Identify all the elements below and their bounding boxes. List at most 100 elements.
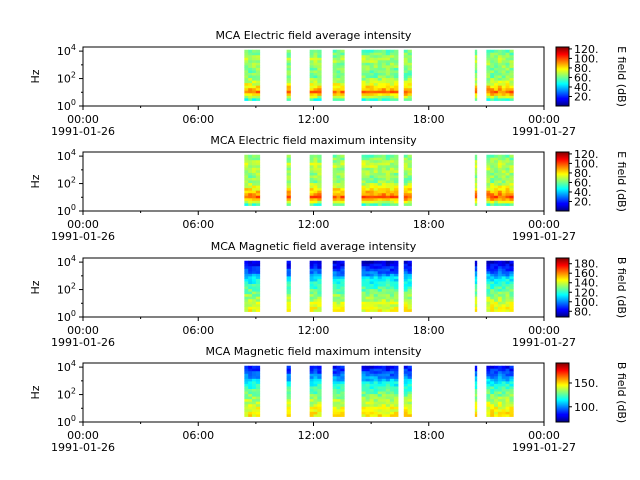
spectrogram-cell bbox=[407, 383, 412, 387]
spectrogram-cell bbox=[497, 175, 503, 178]
spectrogram-cell bbox=[389, 275, 395, 279]
spectrogram-cell bbox=[486, 401, 491, 405]
spectrogram-cell bbox=[255, 57, 261, 61]
spectrogram-cell bbox=[474, 192, 478, 196]
spectrogram-cell bbox=[255, 365, 261, 369]
spectrogram-cell bbox=[497, 87, 503, 91]
spectrogram-cell bbox=[497, 67, 503, 71]
spectrogram-cell bbox=[509, 273, 514, 277]
spectrogram-cell bbox=[377, 62, 383, 66]
spectrogram-cell bbox=[317, 275, 322, 279]
spectrogram-cell bbox=[317, 57, 322, 61]
spectrogram-cell bbox=[365, 70, 371, 73]
spectrogram-cell bbox=[309, 283, 314, 287]
spectrogram-cell bbox=[336, 378, 341, 382]
spectrogram-cell bbox=[501, 70, 506, 73]
spectrogram-cell bbox=[501, 85, 506, 89]
x-tick-label: 00:00 bbox=[67, 324, 99, 337]
spectrogram-cell bbox=[486, 62, 491, 66]
colorbar: 80.100.120.140.160.180. B field (dB) bbox=[555, 257, 628, 318]
spectrogram-cell bbox=[501, 378, 506, 382]
colorbar-tick-label: 40. bbox=[574, 186, 592, 199]
spectrogram-cell bbox=[317, 383, 322, 387]
spectrogram-cell bbox=[381, 306, 387, 310]
spectrogram-cell bbox=[509, 308, 514, 312]
spectrogram-cell bbox=[317, 398, 322, 402]
spectrogram-cell bbox=[509, 263, 514, 267]
spectrogram-cell bbox=[361, 87, 366, 91]
spectrogram-cell bbox=[474, 92, 478, 96]
spectrogram-cell bbox=[340, 303, 345, 307]
spectrogram-cell bbox=[407, 195, 412, 199]
spectrogram-cell bbox=[389, 373, 395, 377]
spectrogram-cell bbox=[407, 403, 412, 407]
spectrogram-cell bbox=[486, 380, 491, 384]
spectrogram-cell bbox=[494, 413, 499, 417]
spectrogram-cell bbox=[377, 59, 383, 63]
spectrogram-cell bbox=[393, 386, 399, 389]
spectrogram-cell bbox=[494, 286, 499, 290]
spectrogram-cell bbox=[389, 67, 395, 71]
spectrogram-cell bbox=[373, 368, 379, 372]
spectrogram-cell bbox=[389, 413, 395, 417]
spectrogram-cell bbox=[286, 268, 291, 272]
spectrogram-cell bbox=[509, 406, 514, 410]
spectrogram-cell bbox=[505, 293, 510, 297]
spectrogram-cell bbox=[244, 169, 249, 173]
spectrogram-cell bbox=[381, 270, 387, 274]
spectrogram-cell bbox=[286, 177, 291, 181]
spectrogram-cell bbox=[377, 92, 383, 96]
spectrogram-cell bbox=[309, 159, 314, 163]
spectrogram-cell bbox=[505, 401, 510, 405]
spectrogram-cell bbox=[407, 159, 412, 163]
spectrogram-cell bbox=[255, 197, 261, 201]
spectrogram-cell bbox=[286, 87, 291, 91]
spectrogram-cell bbox=[393, 260, 399, 264]
spectrogram-cell bbox=[365, 59, 371, 63]
spectrogram-cell bbox=[381, 57, 387, 61]
spectrogram-cell bbox=[369, 200, 375, 204]
spectrogram-cell bbox=[490, 391, 495, 395]
spectrogram-cell bbox=[505, 281, 510, 284]
spectrogram-cell bbox=[309, 62, 314, 66]
spectrogram-cell bbox=[501, 187, 506, 191]
spectrogram-cell bbox=[494, 85, 499, 89]
spectrogram-cell bbox=[317, 90, 322, 94]
spectrogram-cell bbox=[474, 87, 478, 91]
spectrogram-cell bbox=[377, 408, 383, 412]
spectrogram-cell bbox=[494, 270, 499, 274]
spectrogram-cell bbox=[494, 391, 499, 395]
spectrogram-cell bbox=[336, 82, 341, 86]
spectrogram-cell bbox=[332, 187, 337, 191]
spectrogram-cell bbox=[373, 273, 379, 277]
spectrogram-cell bbox=[474, 77, 478, 81]
spectrogram-cell bbox=[244, 301, 249, 305]
spectrogram-cell bbox=[313, 75, 318, 79]
spectrogram-cell bbox=[313, 62, 318, 66]
spectrogram-cell bbox=[393, 64, 399, 68]
spectrogram-cell bbox=[407, 301, 412, 305]
spectrogram-cell bbox=[407, 157, 412, 161]
spectrogram-cell bbox=[255, 185, 261, 189]
spectrogram-cell bbox=[486, 270, 491, 274]
spectrogram-cell bbox=[340, 70, 345, 73]
spectrogram-cell bbox=[373, 270, 379, 274]
spectrogram-cell bbox=[377, 386, 383, 389]
spectrogram-cell bbox=[393, 82, 399, 86]
colorbar-gradient bbox=[555, 362, 570, 423]
spectrogram-cell bbox=[336, 77, 341, 81]
x-tick-label: 00:00 bbox=[67, 218, 99, 231]
spectrogram-cell bbox=[309, 164, 314, 168]
spectrogram-cell bbox=[505, 373, 510, 377]
spectrogram-cell bbox=[497, 95, 503, 99]
spectrogram-cell bbox=[377, 296, 383, 300]
spectrogram-cell bbox=[497, 391, 503, 395]
spectrogram-cell bbox=[497, 185, 503, 189]
spectrogram-cell bbox=[252, 52, 257, 56]
spectrogram-cell bbox=[501, 180, 506, 184]
spectrogram-cell bbox=[474, 378, 478, 382]
spectrogram-cell bbox=[369, 411, 375, 415]
spectrogram-cell bbox=[340, 87, 345, 91]
colorbar-gradient bbox=[555, 151, 570, 212]
spectrogram-cell bbox=[340, 167, 345, 171]
